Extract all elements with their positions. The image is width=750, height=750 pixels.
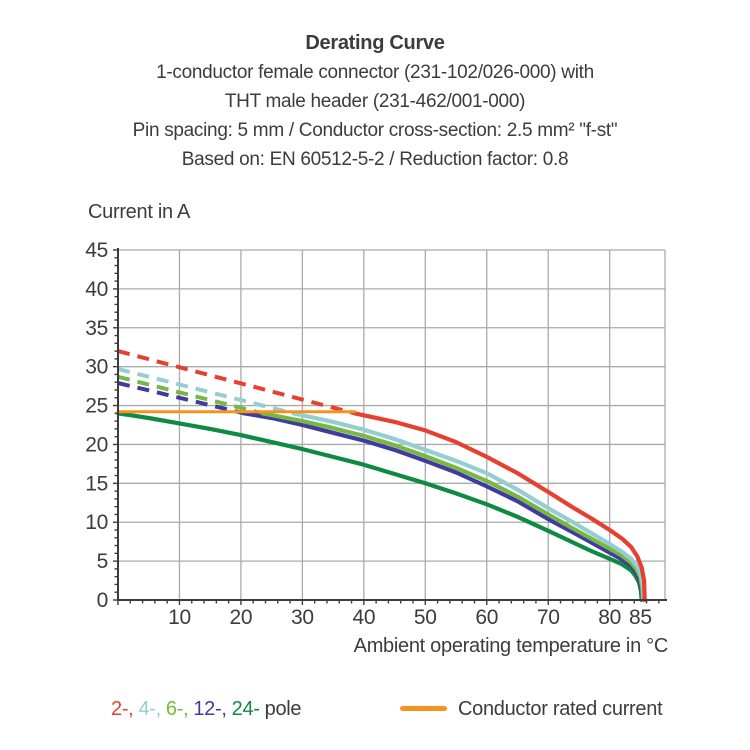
curve-2-pole-dashed xyxy=(117,349,356,416)
curve-4-pole-dashed xyxy=(117,367,294,416)
y-tick-label: 10 xyxy=(85,511,108,534)
y-tick-label: 20 xyxy=(85,433,108,456)
y-tick-label: 15 xyxy=(85,472,108,495)
legend-token-2: 2-, xyxy=(111,698,134,720)
chart-subtitle-line-1: 1-conductor female connector (231-102/02… xyxy=(156,62,594,83)
legend-token-24: 24- xyxy=(231,698,260,720)
axes xyxy=(117,248,667,601)
legend-token-4: 4-, xyxy=(138,698,161,720)
y-tick-label: 45 xyxy=(85,239,108,262)
y-tick-label: 40 xyxy=(85,278,108,301)
x-tick-label: 80 xyxy=(598,606,621,629)
legend-pole-counts: 2-, 4-, 6-, 12-, 24- pole xyxy=(111,698,306,721)
x-tick-label: 20 xyxy=(230,606,253,629)
curves xyxy=(115,349,647,603)
curve-12-pole-dashed xyxy=(117,381,245,416)
curve-24-pole-solid xyxy=(115,411,644,603)
x-tick-label: 85 xyxy=(629,606,652,629)
x-tick-label: 30 xyxy=(291,606,314,629)
y-axis-title: Current in A xyxy=(88,201,191,223)
conductor-rated-current-swatch xyxy=(400,706,447,711)
x-tick-label: 40 xyxy=(352,606,375,629)
curve-12-pole-solid xyxy=(241,411,645,603)
conductor-rated-current-label: Conductor rated current xyxy=(458,698,663,720)
curve-6-pole-dashed xyxy=(117,374,263,416)
y-tick-label: 0 xyxy=(97,589,108,612)
x-tick-label: 70 xyxy=(537,606,560,629)
y-tick-labels: 0 5 10 15 20 25 30 35 40 45 xyxy=(85,239,108,612)
y-tick-label: 25 xyxy=(85,395,108,418)
x-axis-title: Ambient operating temperature in °C xyxy=(354,635,668,657)
title-block: Derating Curve 1-conductor female connec… xyxy=(0,29,750,174)
legend-token-12: 12-, xyxy=(193,698,227,720)
chart-subtitle-line-3: Pin spacing: 5 mm / Conductor cross-sect… xyxy=(132,120,618,141)
y-tick-label: 5 xyxy=(97,550,108,573)
legend-token-6: 6-, xyxy=(165,698,189,720)
chart-subtitle-line-2: THT male header (231-462/001-000) xyxy=(224,91,526,112)
x-tick-label: 10 xyxy=(168,606,191,629)
curve-2-pole-solid xyxy=(352,411,647,603)
y-tick-label: 30 xyxy=(85,356,108,379)
y-tick-label: 35 xyxy=(85,317,108,340)
x-tick-label: 60 xyxy=(475,606,498,629)
x-tick-label: 50 xyxy=(414,606,437,629)
x-tick-labels: 10 20 30 40 50 60 70 80 85 xyxy=(168,606,652,629)
chart-title: Derating Curve xyxy=(305,32,445,54)
legend-token-pole: pole xyxy=(264,698,302,720)
chart-subtitle-line-4: Based on: EN 60512-5-2 / Reduction facto… xyxy=(181,149,569,170)
curve-4-pole-solid xyxy=(291,411,646,603)
